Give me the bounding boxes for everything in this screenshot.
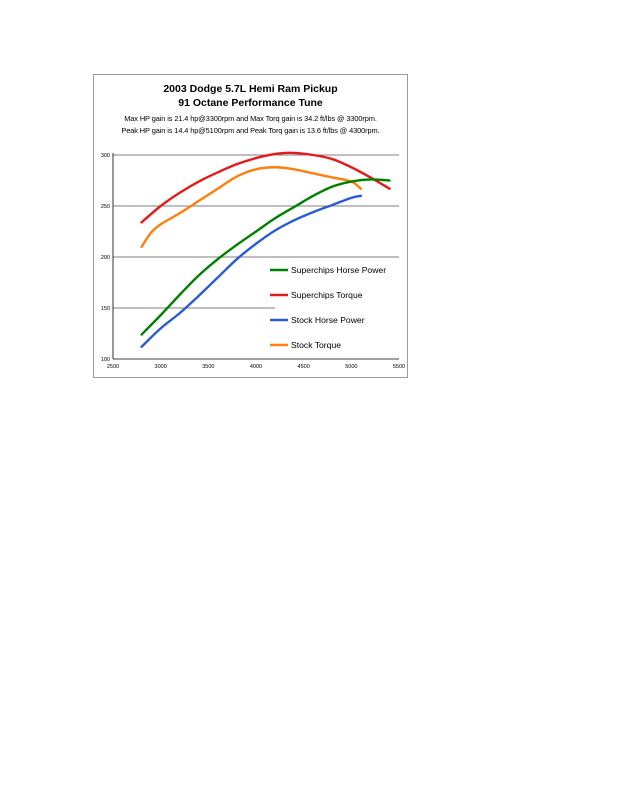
- x-tick-label: 2500: [107, 364, 119, 370]
- x-tick-label: 3000: [155, 364, 167, 370]
- y-tick-label: 200: [101, 255, 110, 261]
- annotation-peak-gain: Peak HP gain is 14.4 hp@5100rpm and Peak…: [121, 126, 380, 135]
- x-tick-label: 4000: [250, 364, 262, 370]
- y-tick-label: 300: [101, 153, 110, 159]
- x-tick-label: 5500: [393, 364, 405, 370]
- chart-frame: [93, 74, 408, 378]
- y-tick-label: 150: [101, 306, 110, 312]
- x-tick-label: 4500: [298, 364, 310, 370]
- series-line-stock-horse-power: [140, 194, 363, 348]
- annotation-max-gain: Max HP gain is 21.4 hp@3300rpm and Max T…: [124, 114, 377, 123]
- legend-label-superchips-horse-power: Superchips Horse Power: [291, 265, 386, 275]
- dyno-line-chart: 100 150 200 250 300 2500 3000 3500 4000 4500 5000 5…: [101, 151, 405, 370]
- y-tick-label: 100: [101, 357, 110, 363]
- series-line-superchips-torque: [140, 151, 391, 224]
- chart-subtitle: 91 Octane Performance Tune: [178, 97, 323, 109]
- legend-label-stock-horse-power: Stock Horse Power: [291, 315, 365, 325]
- x-tick-label: 5000: [345, 364, 357, 370]
- series-line-stock-torque: [140, 166, 363, 248]
- chart-title: 2003 Dodge 5.7L Hemi Ram Pickup: [163, 83, 338, 95]
- legend-label-stock-torque: Stock Torque: [291, 340, 341, 350]
- legend-label-superchips-torque: Superchips Torque: [291, 290, 363, 300]
- y-tick-label: 250: [101, 204, 110, 210]
- series-line-superchips-horse-power: [140, 178, 391, 336]
- x-tick-label: 3500: [202, 364, 214, 370]
